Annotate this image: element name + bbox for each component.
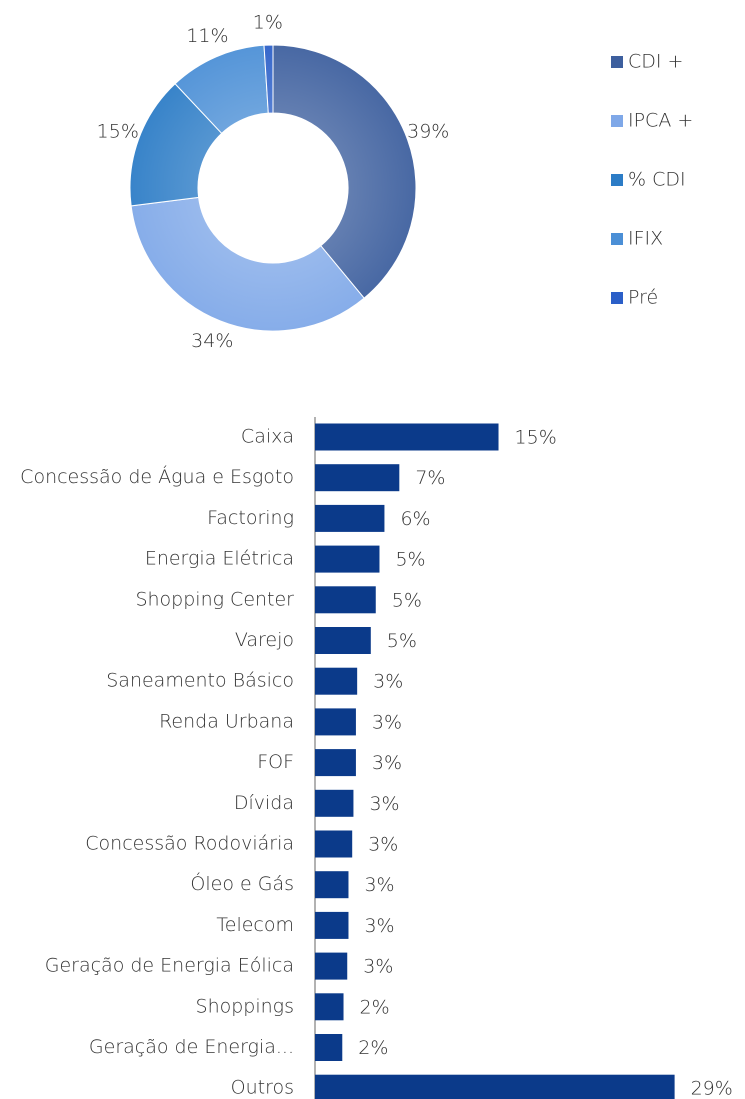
value-label: 15%: [515, 427, 557, 449]
bar: [315, 789, 354, 817]
category-label: Dívida: [234, 792, 294, 814]
legend-swatch: [611, 174, 623, 186]
value-label: 5%: [395, 549, 425, 571]
value-label: 3%: [364, 915, 394, 937]
category-label: FOF: [257, 751, 294, 773]
value-label: 3%: [363, 956, 393, 978]
legend-swatch: [611, 292, 623, 304]
category-label: Outros: [231, 1077, 294, 1099]
category-label: Telecom: [216, 914, 294, 936]
category-label: Caixa: [241, 426, 294, 448]
value-label: 29%: [691, 1078, 733, 1099]
category-label: Renda Urbana: [159, 710, 294, 732]
bar: [315, 504, 385, 532]
category-label: Geração de Energia...: [89, 1036, 294, 1058]
value-label: 5%: [392, 589, 422, 611]
bar: [315, 1034, 343, 1061]
bar: [315, 667, 358, 695]
legend-label: Pré: [628, 287, 658, 309]
bar: [315, 586, 376, 614]
bar: [315, 911, 349, 939]
bar: [315, 545, 380, 573]
category-label: Saneamento Básico: [106, 670, 294, 692]
value-label: 6%: [400, 508, 430, 530]
bar: [315, 749, 356, 777]
value-label: 3%: [369, 793, 399, 815]
slice-label: 39%: [407, 121, 449, 143]
value-label: 3%: [364, 874, 394, 896]
legend-swatch: [611, 115, 623, 127]
bar: [315, 830, 353, 858]
category-label: Energia Elétrica: [145, 548, 294, 570]
legend-label: CDI +: [628, 51, 683, 73]
value-label: 3%: [373, 671, 403, 693]
bar: [315, 464, 400, 492]
value-label: 3%: [372, 752, 402, 774]
bar: [315, 871, 349, 899]
value-label: 5%: [387, 630, 417, 652]
bar: [315, 708, 356, 736]
category-label: Óleo e Gás: [190, 871, 294, 895]
slice-label: 34%: [191, 330, 233, 352]
value-label: 3%: [372, 711, 402, 733]
category-label: Varejo: [235, 629, 294, 651]
legend-label: IFIX: [628, 228, 663, 250]
bar: [315, 952, 348, 980]
value-label: 3%: [368, 834, 398, 856]
category-label: Concessão Rodoviária: [85, 833, 294, 855]
category-label: Geração de Energia Eólica: [45, 955, 294, 977]
value-label: 7%: [415, 467, 445, 489]
slice-label: 1%: [253, 12, 283, 34]
donut-hole: [198, 113, 348, 263]
category-label: Shoppings: [196, 995, 294, 1017]
legend-swatch: [611, 233, 623, 245]
value-label: 2%: [358, 1037, 388, 1059]
category-label: Shopping Center: [135, 588, 294, 610]
slice-label: 11%: [186, 25, 228, 47]
bar: [315, 993, 344, 1021]
legend-label: % CDI: [628, 169, 686, 191]
slice-label: 15%: [97, 121, 139, 143]
value-label: 2%: [360, 996, 390, 1018]
category-label: Factoring: [207, 507, 294, 529]
bar: [315, 627, 371, 654]
legend-label: IPCA +: [628, 110, 693, 132]
bar: [315, 423, 499, 451]
category-label: Concessão de Água e Esgoto: [20, 465, 294, 488]
bar: [315, 1074, 675, 1099]
legend-swatch: [611, 56, 623, 68]
